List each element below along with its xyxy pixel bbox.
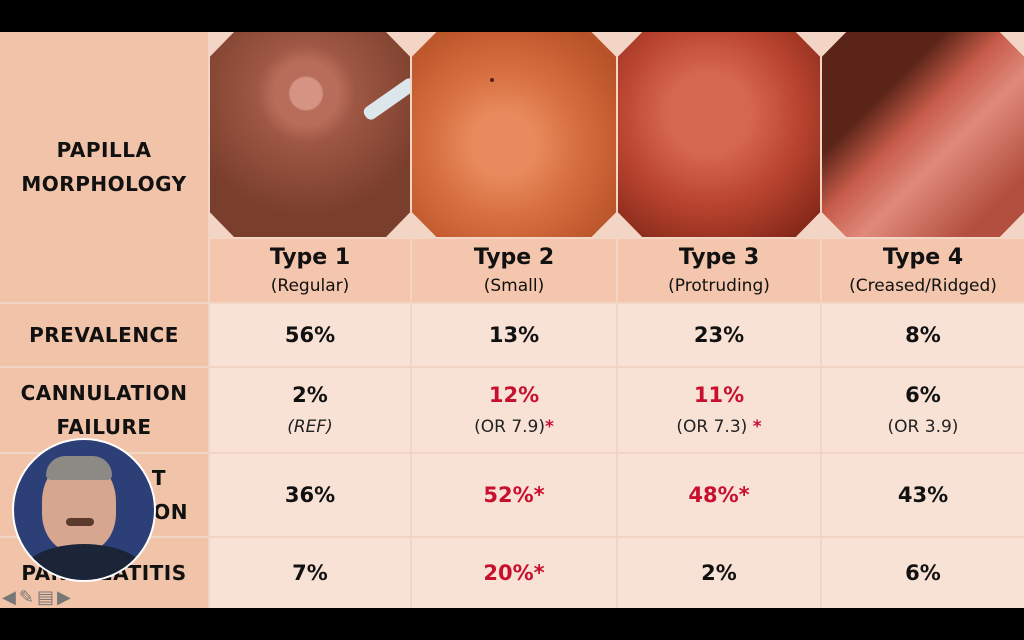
cannulation-cell: 6% (OR 3.9) bbox=[822, 368, 1024, 452]
row-label-morphology: PAPILLA MORPHOLOGY bbox=[0, 32, 208, 302]
cannulation-note: (OR 7.3) * bbox=[676, 417, 762, 437]
third-row-cell: 43% bbox=[822, 454, 1024, 536]
papilla-image-type1 bbox=[210, 32, 410, 237]
slide: PAPILLA MORPHOLOGY PREVALENCE CANNULATIO… bbox=[0, 32, 1024, 608]
header-type3: Type 3 (Protruding) bbox=[618, 239, 820, 302]
type-title: Type 2 bbox=[473, 245, 555, 270]
third-row-cell: 52%* bbox=[412, 454, 616, 536]
cannulation-cell: 11% (OR 7.3) * bbox=[618, 368, 820, 452]
type-title: Type 4 bbox=[882, 245, 964, 270]
cannulation-note: (OR 7.9)* bbox=[474, 417, 554, 437]
pen-icon[interactable]: ✎ bbox=[18, 586, 34, 608]
row-label-prevalence: PREVALENCE bbox=[0, 304, 208, 366]
back-arrow-icon[interactable]: ◀ bbox=[2, 586, 16, 608]
third-row-cell: 36% bbox=[210, 454, 410, 536]
prevalence-cell: 23% bbox=[618, 304, 820, 366]
prevalence-cell: 13% bbox=[412, 304, 616, 366]
prevalence-cell: 56% bbox=[210, 304, 410, 366]
cannulation-cell: 12% (OR 7.9)* bbox=[412, 368, 616, 452]
forward-arrow-icon[interactable]: ▶ bbox=[56, 586, 71, 608]
header-type4: Type 4 (Creased/Ridged) bbox=[822, 239, 1024, 302]
pancreatitis-cell: 20%* bbox=[412, 538, 616, 608]
papilla-image-type3 bbox=[618, 32, 820, 237]
type-subtitle: (Protruding) bbox=[668, 276, 770, 296]
menu-icon[interactable]: ▤ bbox=[36, 586, 54, 608]
cannulation-value: 6% bbox=[905, 383, 941, 407]
presenter-webcam bbox=[12, 438, 156, 582]
pancreatitis-cell: 2% bbox=[618, 538, 820, 608]
third-row-cell: 48%* bbox=[618, 454, 820, 536]
cannulation-note: (REF) bbox=[287, 417, 333, 437]
cannulation-cell: 2% (REF) bbox=[210, 368, 410, 452]
type-title: Type 3 bbox=[678, 245, 760, 270]
cannulation-value: 12% bbox=[488, 383, 540, 407]
pancreatitis-cell: 6% bbox=[822, 538, 1024, 608]
row-label-cannulation: CANNULATION FAILURE bbox=[0, 368, 208, 452]
type-subtitle: (Creased/Ridged) bbox=[849, 276, 997, 296]
header-type2: Type 2 (Small) bbox=[412, 239, 616, 302]
papilla-image-type2 bbox=[412, 32, 616, 237]
cannulation-value: 2% bbox=[292, 383, 328, 407]
slide-nav-controls: ◀ ✎ ▤ ▶ bbox=[2, 586, 71, 608]
papilla-image-type4 bbox=[822, 32, 1024, 237]
cannulation-note: (OR 3.9) bbox=[887, 417, 959, 437]
header-type1: Type 1 (Regular) bbox=[210, 239, 410, 302]
type-title: Type 1 bbox=[269, 245, 351, 270]
cannulation-value: 11% bbox=[693, 383, 745, 407]
pancreatitis-cell: 7% bbox=[210, 538, 410, 608]
type-subtitle: (Regular) bbox=[270, 276, 350, 296]
type-subtitle: (Small) bbox=[483, 276, 545, 296]
prevalence-cell: 8% bbox=[822, 304, 1024, 366]
